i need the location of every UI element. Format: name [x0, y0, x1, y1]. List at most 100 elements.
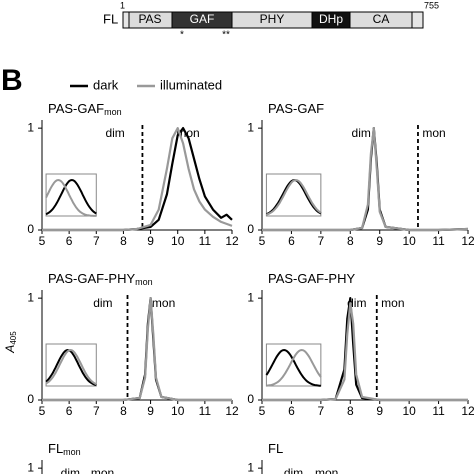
series-line: [262, 127, 469, 232]
x-tick-label: 10: [402, 234, 416, 248]
annotation: dim: [93, 296, 112, 310]
inset-curve: [45, 178, 97, 216]
x-tick-label: 7: [318, 234, 325, 248]
chart-title: FLmon: [48, 441, 81, 457]
y-tick-label: 0: [27, 392, 34, 406]
y-tick-label: 0: [247, 392, 254, 406]
legend-label: dark: [93, 77, 119, 92]
inset-curve: [45, 348, 97, 386]
x-tick-label: 10: [171, 234, 185, 248]
y-tick-label: 1: [27, 460, 34, 474]
inset-curve: [45, 348, 97, 387]
annotation: mon: [315, 466, 338, 474]
x-tick-label: 10: [402, 404, 416, 418]
x-tick-label: 8: [120, 404, 127, 418]
inset-curve: [45, 178, 97, 217]
y-tick-label: 1: [247, 290, 254, 304]
y-tick-label: 1: [247, 460, 254, 474]
x-tick-label: 5: [259, 234, 266, 248]
x-tick-label: 7: [93, 234, 100, 248]
x-tick-label: 12: [461, 234, 474, 248]
x-tick-label: 10: [171, 404, 185, 418]
series-line: [42, 127, 233, 232]
inset-frame: [45, 343, 97, 387]
domain-diagram: FL 1 755 PAS GAF PHY DHp CA * **: [103, 0, 439, 40]
site-marker: **: [222, 30, 230, 41]
y-axis-label: A405: [3, 331, 18, 354]
chart: FL 1 dim mon: [247, 441, 338, 474]
annotation: dim: [347, 296, 366, 310]
chart-title: PAS-GAF-PHYmon: [48, 271, 153, 287]
series-line: [42, 127, 233, 232]
domain-label: PAS: [138, 12, 161, 26]
x-tick-label: 6: [288, 404, 295, 418]
x-tick-label: 7: [93, 404, 100, 418]
x-tick-label: 11: [199, 234, 212, 248]
annotation: dim: [284, 466, 303, 474]
x-tick-label: 8: [347, 404, 354, 418]
x-tick-label: 11: [432, 404, 445, 418]
x-tick-label: 9: [147, 404, 154, 418]
y-tick-label: 1: [27, 290, 34, 304]
inset-curve: [266, 178, 322, 216]
chart: FLmon 1 dim mon: [27, 441, 114, 474]
x-tick-label: 8: [347, 234, 354, 248]
x-tick-label: 7: [318, 404, 325, 418]
y-tick-label: 0: [27, 222, 34, 236]
series-line: [262, 297, 468, 402]
chart-title: PAS-GAF-PHY: [268, 271, 355, 286]
inset-frame: [45, 173, 97, 217]
x-tick-label: 5: [39, 234, 46, 248]
legend: dark illuminated: [70, 77, 222, 92]
chart-title: FL: [268, 441, 283, 456]
domain: [349, 11, 413, 29]
chart-title: PAS-GAF: [268, 101, 324, 116]
start-residue: 1: [120, 0, 125, 10]
domain-label: DHp: [319, 12, 343, 26]
annotation: mon: [152, 296, 175, 310]
y-tick-label: 1: [247, 120, 254, 134]
legend-label: illuminated: [160, 77, 222, 92]
inset-frame: [265, 173, 322, 217]
x-tick-label: 5: [39, 404, 46, 418]
series-line: [42, 297, 232, 402]
annotation: mon: [381, 296, 404, 310]
annotation: dim: [352, 126, 371, 140]
y-tick-label: 1: [27, 120, 34, 134]
panel-label: B: [1, 64, 23, 97]
construct-label: FL: [103, 11, 118, 26]
series-line: [262, 302, 468, 402]
domain-label: GAF: [190, 12, 215, 26]
chart: PAS-GAF-PHYmon 0 1 5 6 7 8 9 10 11 12 dim mon: [27, 271, 239, 418]
inset-curve: [266, 348, 322, 387]
x-tick-label: 6: [66, 404, 73, 418]
x-tick-label: 11: [199, 404, 212, 418]
x-tick-label: 12: [225, 404, 239, 418]
annotation: dim: [105, 126, 124, 140]
x-tick-label: 12: [461, 404, 474, 418]
end-residue: 755: [424, 0, 439, 10]
x-tick-label: 6: [288, 234, 295, 248]
x-tick-label: 8: [120, 234, 127, 248]
inset-frame: [265, 343, 322, 387]
chart-title: PAS-GAFmon: [48, 101, 122, 117]
x-tick-label: 12: [225, 234, 239, 248]
y-tick-label: 0: [247, 222, 254, 236]
x-tick-label: 9: [376, 404, 383, 418]
x-tick-label: 9: [376, 234, 383, 248]
x-tick-label: 6: [66, 234, 73, 248]
annotation: mon: [91, 466, 114, 474]
site-marker: *: [180, 30, 184, 41]
domain-label: CA: [373, 12, 390, 26]
chart: PAS-GAF 0 1 5 6 7 8 9 10 11 12 dim mon: [247, 101, 474, 248]
annotation: mon: [422, 126, 445, 140]
x-tick-label: 9: [147, 234, 154, 248]
chart: PAS-GAF-PHY 0 1 5 6 7 8 9 10 11 12 dim mon: [247, 271, 474, 418]
domain-label: PHY: [260, 12, 285, 26]
x-tick-label: 11: [432, 234, 445, 248]
x-tick-label: 5: [259, 404, 266, 418]
inset-curve: [265, 348, 321, 387]
annotation: dim: [61, 466, 80, 474]
